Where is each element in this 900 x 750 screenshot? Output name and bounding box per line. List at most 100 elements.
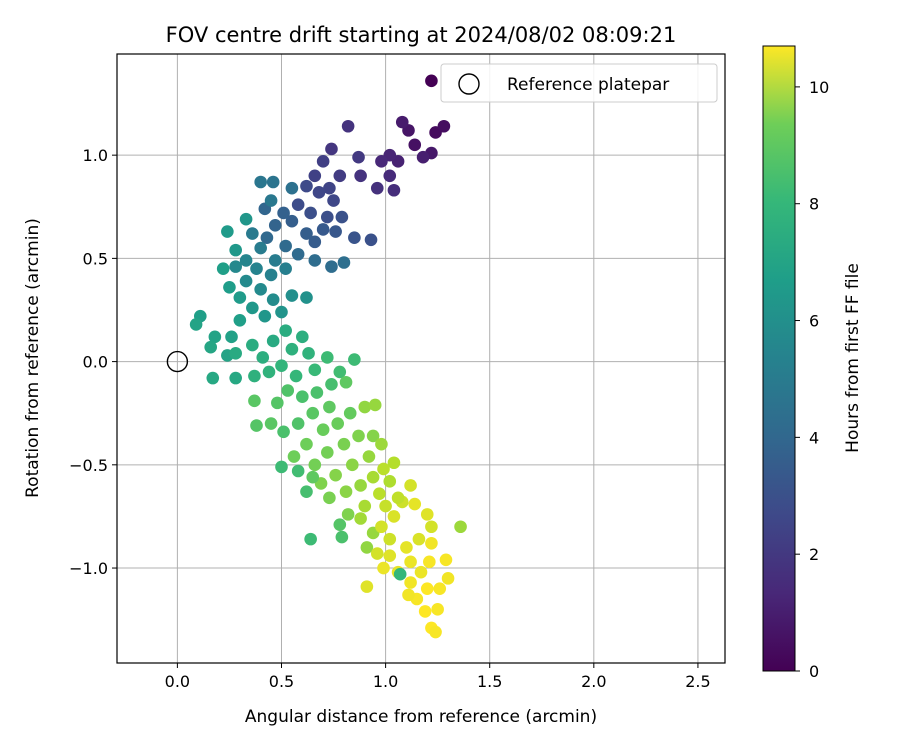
- data-point: [285, 342, 299, 356]
- data-point: [266, 175, 280, 189]
- data-point: [383, 532, 397, 546]
- data-point: [271, 396, 284, 410]
- data-point: [429, 625, 442, 639]
- data-point: [279, 324, 292, 337]
- data-points: [189, 74, 467, 639]
- data-point: [266, 293, 280, 306]
- data-point: [206, 371, 220, 385]
- legend-marker-icon: [458, 73, 480, 95]
- colorbar-gradient: [762, 45, 796, 672]
- data-point: [454, 520, 467, 534]
- data-point: [250, 262, 263, 275]
- data-point: [323, 400, 336, 414]
- data-point: [437, 119, 451, 133]
- data-point: [383, 169, 397, 183]
- x-tick-label: 1.5: [477, 672, 502, 691]
- data-point: [275, 305, 288, 319]
- x-tick-label: 0.0: [165, 672, 190, 691]
- data-point: [375, 520, 388, 534]
- data-point: [239, 274, 253, 288]
- data-point: [296, 390, 309, 403]
- data-point: [358, 499, 372, 513]
- data-point: [377, 561, 390, 575]
- data-point: [246, 227, 259, 240]
- data-point: [412, 532, 426, 546]
- data-point: [225, 330, 238, 344]
- data-point: [358, 400, 372, 414]
- data-point: [300, 179, 313, 193]
- data-point: [300, 227, 313, 240]
- colorbar-tick-label: 10: [809, 78, 829, 97]
- data-point: [248, 394, 261, 408]
- data-point: [331, 417, 345, 430]
- data-point: [291, 464, 305, 478]
- data-point: [375, 437, 388, 451]
- data-point: [327, 194, 340, 207]
- data-point: [423, 555, 436, 569]
- data-point: [329, 225, 342, 238]
- data-point: [404, 555, 417, 569]
- data-point: [383, 549, 397, 562]
- y-tick-label: 0.0: [83, 353, 108, 372]
- data-point: [239, 212, 253, 226]
- data-point: [277, 206, 290, 220]
- data-point: [366, 470, 380, 484]
- data-point: [354, 479, 367, 492]
- data-point: [281, 384, 295, 397]
- data-point: [368, 398, 382, 412]
- data-point: [229, 243, 242, 257]
- y-axis-ticks: −1.0 −0.5 0.0 0.5 1.0: [69, 146, 117, 578]
- data-point: [360, 541, 374, 554]
- colorbar-label: Hours from first FF file: [843, 263, 863, 453]
- x-tick-label: 2.0: [581, 672, 606, 691]
- data-point: [333, 518, 347, 531]
- data-point: [425, 520, 438, 534]
- data-point: [404, 576, 417, 589]
- data-point: [275, 460, 288, 474]
- data-point: [425, 536, 438, 550]
- data-point: [254, 283, 267, 296]
- data-point: [229, 371, 242, 385]
- data-point: [348, 353, 361, 366]
- data-point: [221, 225, 234, 238]
- data-point: [379, 499, 392, 513]
- data-point: [300, 437, 313, 451]
- data-point: [302, 347, 315, 360]
- data-point: [306, 406, 320, 420]
- data-point: [229, 260, 242, 273]
- data-point: [387, 183, 401, 197]
- data-point: [316, 223, 330, 236]
- data-point: [425, 74, 438, 88]
- chart-title: FOV centre drift starting at 2024/08/02 …: [166, 23, 677, 47]
- colorbar-tick-label: 0: [809, 662, 819, 681]
- data-point: [262, 365, 276, 379]
- data-point: [289, 369, 303, 383]
- data-point: [260, 231, 274, 245]
- data-point: [354, 169, 367, 183]
- data-point: [308, 458, 322, 472]
- x-axis-ticks: 0.0 0.5 1.0 1.5 2.0 2.5: [165, 663, 711, 691]
- data-point: [316, 423, 330, 437]
- data-point: [343, 406, 357, 420]
- data-point: [441, 572, 455, 585]
- data-point: [325, 378, 338, 391]
- data-point: [306, 470, 320, 484]
- reference-marker: [166, 350, 189, 373]
- data-point: [391, 491, 405, 505]
- data-point: [285, 289, 299, 302]
- data-point: [404, 479, 417, 492]
- data-point: [335, 210, 349, 224]
- x-tick-label: 2.5: [685, 672, 710, 691]
- data-point: [304, 206, 317, 220]
- data-point: [208, 330, 222, 344]
- data-point: [352, 150, 365, 164]
- data-point: [246, 338, 259, 352]
- data-point: [250, 419, 263, 432]
- data-point: [348, 231, 361, 245]
- data-point: [341, 508, 355, 521]
- data-point: [370, 181, 384, 195]
- data-point: [439, 553, 453, 567]
- colorbar-tick-label: 6: [809, 312, 819, 331]
- data-point: [400, 541, 413, 554]
